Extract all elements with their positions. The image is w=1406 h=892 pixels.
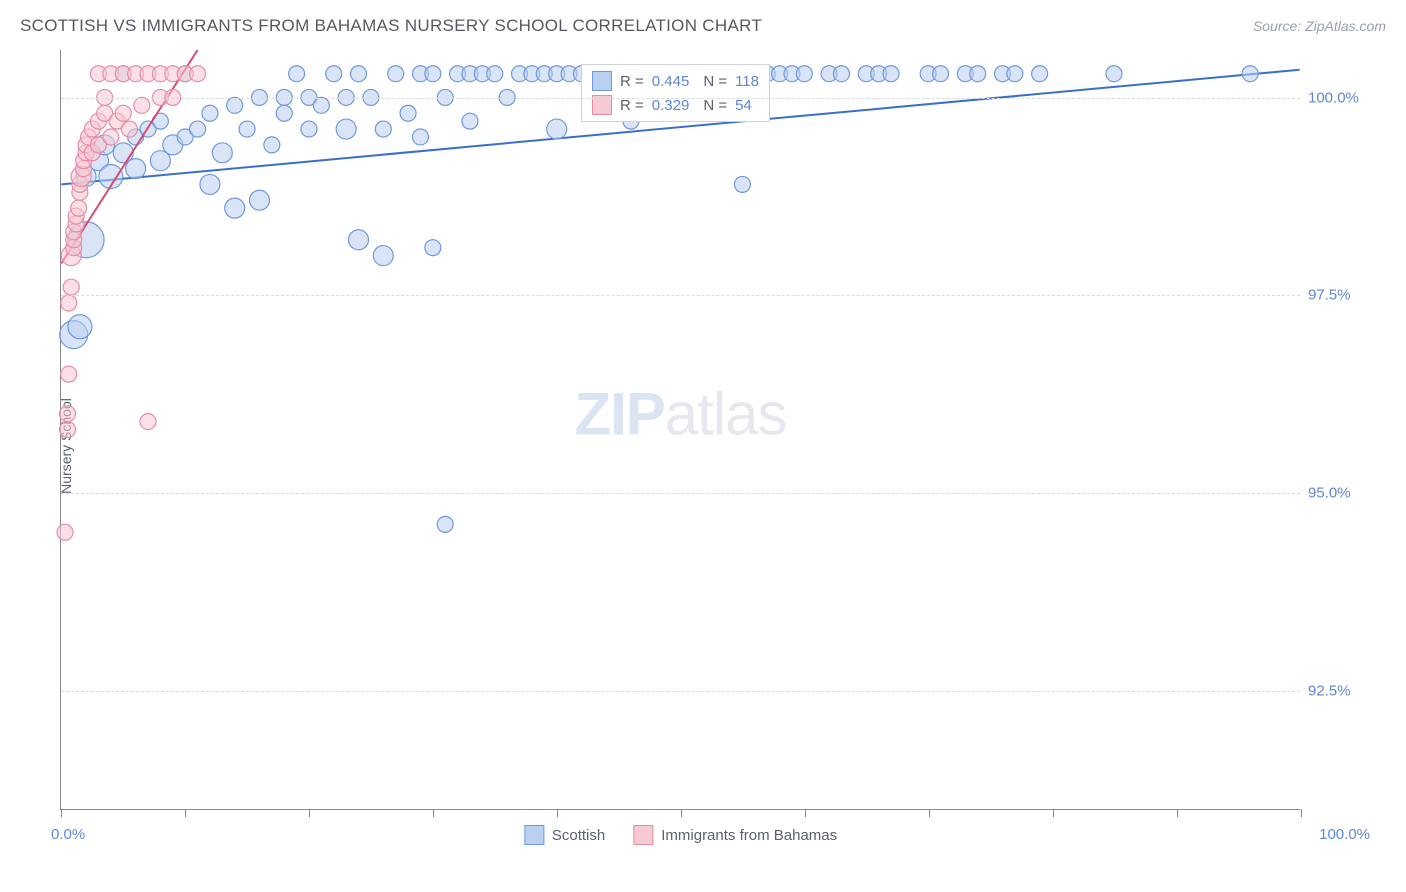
- stat-r-value: 0.329: [652, 97, 690, 114]
- chart-title: SCOTTISH VS IMMIGRANTS FROM BAHAMAS NURS…: [20, 16, 762, 36]
- y-tick-label: 95.0%: [1308, 485, 1368, 502]
- x-tick: [309, 809, 310, 817]
- data-point-scottish: [425, 66, 441, 82]
- gridline: [61, 691, 1300, 692]
- x-tick: [185, 809, 186, 817]
- legend-swatch: [633, 825, 653, 845]
- x-tick: [1301, 809, 1302, 817]
- data-point-bahamas: [61, 295, 77, 311]
- y-tick-label: 97.5%: [1308, 287, 1368, 304]
- data-point-scottish: [227, 97, 243, 113]
- data-point-bahamas: [60, 422, 76, 438]
- x-tick: [433, 809, 434, 817]
- y-tick-label: 100.0%: [1308, 89, 1368, 106]
- data-point-scottish: [375, 121, 391, 137]
- y-tick-label: 92.5%: [1308, 683, 1368, 700]
- x-tick: [805, 809, 806, 817]
- data-point-scottish: [200, 174, 220, 194]
- chart-plot-area: ZIPatlas R =0.445N =118R =0.329N =54 0.0…: [60, 50, 1300, 810]
- x-tick: [929, 809, 930, 817]
- data-point-scottish: [1007, 66, 1023, 82]
- data-point-scottish: [933, 66, 949, 82]
- data-point-scottish: [400, 105, 416, 121]
- data-point-scottish: [126, 159, 146, 179]
- data-point-scottish: [833, 66, 849, 82]
- data-point-scottish: [326, 66, 342, 82]
- gridline: [61, 295, 1300, 296]
- x-tick: [557, 809, 558, 817]
- legend-item: Scottish: [524, 825, 605, 845]
- data-point-bahamas: [115, 105, 131, 121]
- data-point-scottish: [734, 176, 750, 192]
- stat-r-label: R =: [620, 73, 644, 90]
- stat-row: R = 0.445 N = 118: [592, 71, 759, 91]
- data-point-scottish: [388, 66, 404, 82]
- stat-n-value: 54: [735, 97, 752, 114]
- data-point-scottish: [1032, 66, 1048, 82]
- data-point-scottish: [351, 66, 367, 82]
- data-point-bahamas: [61, 366, 77, 382]
- data-point-bahamas: [63, 279, 79, 295]
- data-point-scottish: [970, 66, 986, 82]
- data-point-scottish: [336, 119, 356, 139]
- data-point-scottish: [202, 105, 218, 121]
- x-tick: [1053, 809, 1054, 817]
- data-point-scottish: [276, 105, 292, 121]
- data-point-bahamas: [60, 406, 76, 422]
- data-point-bahamas: [134, 97, 150, 113]
- data-point-scottish: [313, 97, 329, 113]
- data-point-scottish: [796, 66, 812, 82]
- data-point-scottish: [437, 516, 453, 532]
- x-tick: [1177, 809, 1178, 817]
- legend-label: Scottish: [552, 827, 605, 844]
- x-axis-max-label: 100.0%: [1319, 826, 1370, 843]
- stat-swatch: [592, 71, 612, 91]
- data-point-scottish: [547, 119, 567, 139]
- data-point-scottish: [412, 129, 428, 145]
- data-point-scottish: [190, 121, 206, 137]
- data-point-scottish: [462, 113, 478, 129]
- data-point-scottish: [1106, 66, 1122, 82]
- data-point-bahamas: [140, 414, 156, 430]
- data-point-scottish: [68, 315, 92, 339]
- data-point-bahamas: [190, 66, 206, 82]
- gridline: [61, 98, 1300, 99]
- x-axis-min-label: 0.0%: [51, 826, 85, 843]
- data-point-scottish: [289, 66, 305, 82]
- data-point-scottish: [239, 121, 255, 137]
- stat-n-value: 118: [735, 73, 759, 90]
- data-point-scottish: [225, 198, 245, 218]
- data-point-scottish: [264, 137, 280, 153]
- stat-r-value: 0.445: [652, 73, 690, 90]
- stat-box: R = 0.445 N = 118 R = 0.329 N = 54: [581, 64, 770, 122]
- data-point-scottish: [249, 190, 269, 210]
- stat-r-label: R =: [620, 97, 644, 114]
- data-point-bahamas: [71, 200, 87, 216]
- x-tick: [61, 809, 62, 817]
- stat-n-label: N =: [703, 97, 727, 114]
- stat-n-label: N =: [703, 73, 727, 90]
- data-point-scottish: [425, 240, 441, 256]
- legend-label: Immigrants from Bahamas: [661, 827, 837, 844]
- legend-swatch: [524, 825, 544, 845]
- legend: Scottish Immigrants from Bahamas: [524, 825, 837, 845]
- scatter-plot-svg: [61, 50, 1300, 809]
- data-point-bahamas: [103, 129, 119, 145]
- chart-source: Source: ZipAtlas.com: [1253, 18, 1386, 34]
- legend-item: Immigrants from Bahamas: [633, 825, 837, 845]
- data-point-scottish: [212, 143, 232, 163]
- data-point-scottish: [487, 66, 503, 82]
- gridline: [61, 493, 1300, 494]
- data-point-scottish: [301, 121, 317, 137]
- data-point-scottish: [883, 66, 899, 82]
- data-point-scottish: [349, 230, 369, 250]
- chart-header: SCOTTISH VS IMMIGRANTS FROM BAHAMAS NURS…: [20, 16, 1386, 36]
- data-point-bahamas: [121, 121, 137, 137]
- data-point-bahamas: [57, 524, 73, 540]
- x-tick: [681, 809, 682, 817]
- data-point-scottish: [1242, 66, 1258, 82]
- data-point-scottish: [373, 246, 393, 266]
